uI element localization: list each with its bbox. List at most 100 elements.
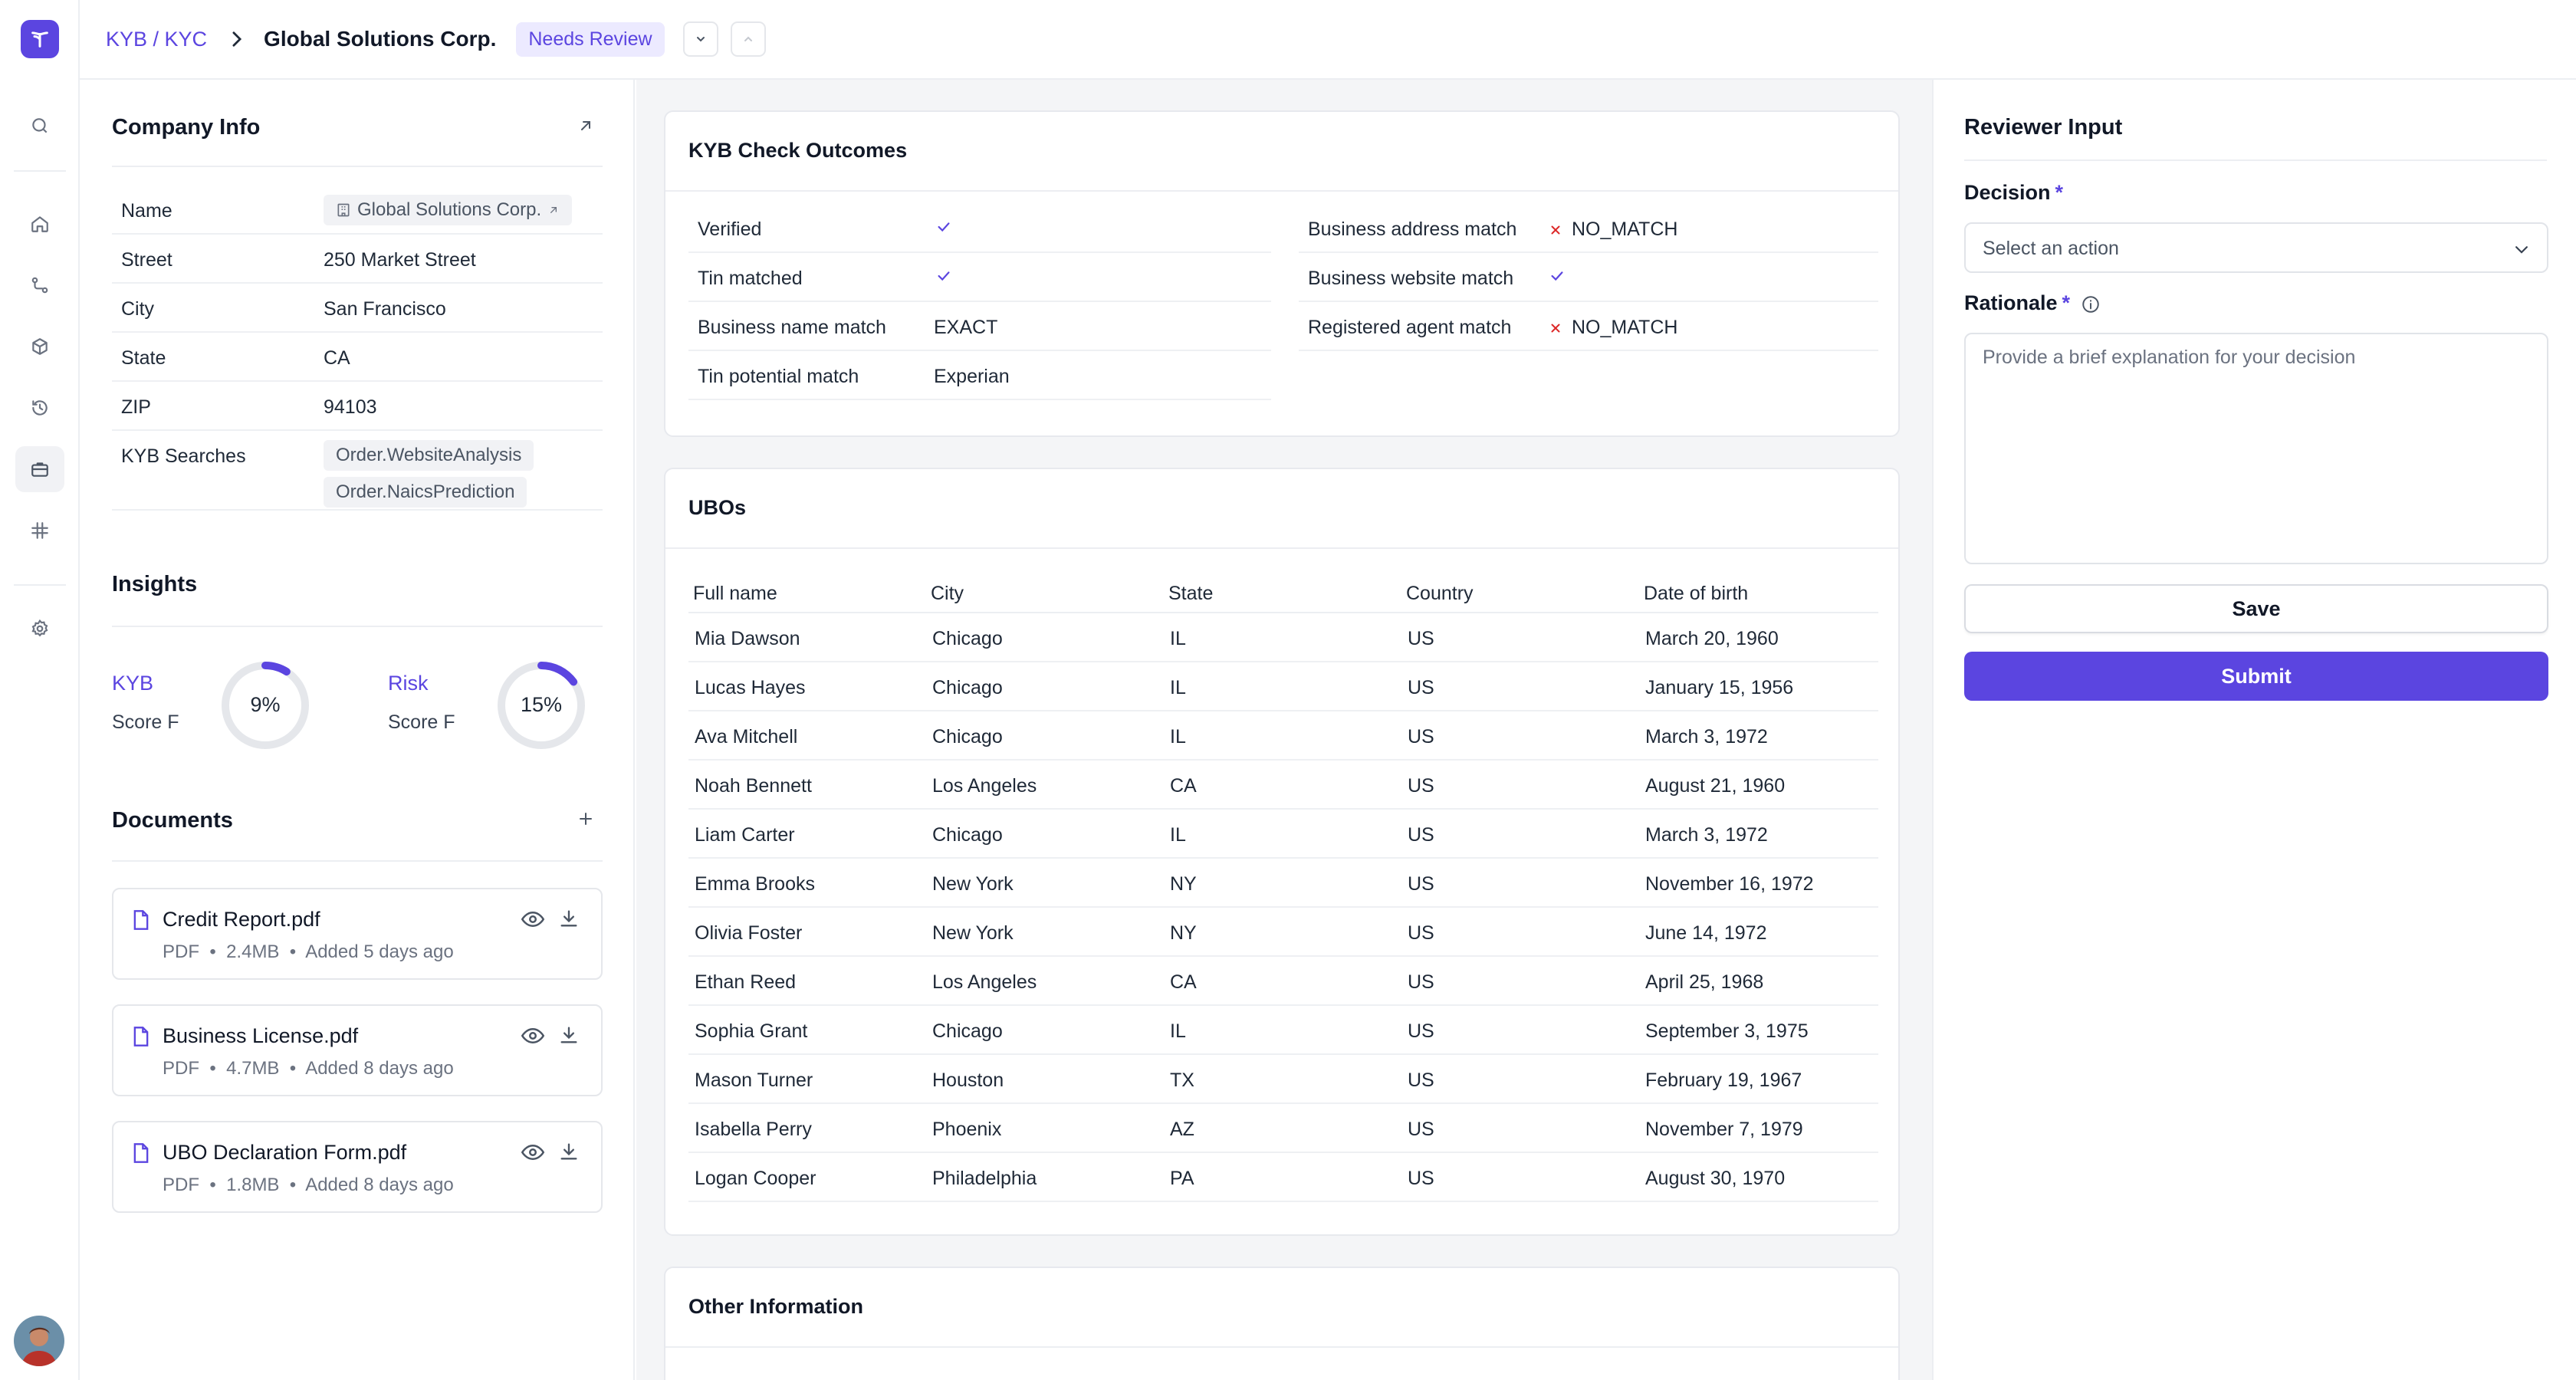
previous-case-button[interactable] [730,21,766,57]
table-cell: March 3, 1972 [1645,726,1768,748]
table-cell: Isabella Perry [695,1119,812,1140]
cross-icon [1551,324,1560,332]
rationale-textarea[interactable]: Provide a brief explanation for your dec… [1964,333,2548,564]
divider [1964,159,2547,161]
file-icon [133,910,149,930]
kyb-row: Registered agent match NO_MATCH [1299,302,1878,351]
kyb-label: Verified [698,219,762,240]
document-card[interactable]: Business License.pdf PDF • 4.7MB • Added… [112,1004,603,1096]
table-row[interactable]: Logan Cooper Philadelphia PA US August 30, 1… [688,1153,1878,1202]
search-icon [32,118,48,133]
table-cell: January 15, 1956 [1645,677,1794,698]
card-title: Other Information [688,1295,863,1318]
kyb-row: Tin potential match Experian [688,351,1271,400]
download-icon[interactable] [558,1141,580,1162]
nav-search[interactable] [15,103,64,149]
breadcrumb-link[interactable]: KYB / KYC [106,27,208,51]
nav-products[interactable] [15,324,64,370]
main-content: KYB Check Outcomes Verified Tin matched … [636,80,1932,1380]
download-icon[interactable] [558,908,580,929]
submit-button[interactable]: Submit [1964,652,2548,701]
table-cell: US [1408,1168,1434,1189]
table-cell: Chicago [932,824,1003,846]
decision-select[interactable]: Select an action [1964,222,2548,273]
nav-history[interactable] [15,385,64,431]
plus-icon [580,813,592,825]
risk-insight-label[interactable]: Risk [388,672,429,695]
kyb-label: Tin matched [698,268,803,289]
card-title: UBOs [688,496,747,519]
table-row[interactable]: Ava Mitchell Chicago IL US March 3, 1972 [688,711,1878,761]
info-value: 250 Market Street [324,249,476,271]
column-header: City [931,583,964,604]
table-row[interactable]: Noah Bennett Los Angeles CA US August 21, 19… [688,761,1878,810]
nav-workflows[interactable] [15,262,64,308]
table-row[interactable]: Sophia Grant Chicago IL US September 3, 1975 [688,1006,1878,1055]
table-row[interactable]: Mason Turner Houston TX US February 19, 1967 [688,1055,1878,1104]
table-header: Full name City State Country Date of bir… [688,577,1878,613]
user-avatar[interactable] [14,1316,64,1366]
table-cell: Phoenix [932,1119,1002,1140]
external-link-button[interactable] [577,117,595,135]
info-label: Street [121,249,172,271]
card-title: KYB Check Outcomes [688,139,908,162]
table-row[interactable]: Emma Brooks New York NY US November 16, 1972 [688,859,1878,908]
table-cell: Olivia Foster [695,922,803,944]
eye-icon[interactable] [521,1142,544,1162]
table-row[interactable]: Liam Carter Chicago IL US March 3, 1972 [688,810,1878,859]
document-card[interactable]: Credit Report.pdf PDF • 2.4MB • Added 5 … [112,888,603,980]
nav-cases[interactable] [15,446,64,492]
file-icon [133,1027,149,1046]
briefcase-icon [31,462,48,477]
info-icon[interactable] [2081,294,2101,314]
arrow-up-right-icon [550,207,557,213]
building-icon [337,203,350,217]
kyb-insight-label[interactable]: KYB [112,672,154,695]
table-cell: Logan Cooper [695,1168,816,1189]
nav-settings[interactable] [15,606,64,652]
kyb-search-chip[interactable]: Order.NaicsPrediction [324,477,527,508]
document-meta: PDF • 2.4MB • Added 5 days ago [163,941,454,962]
table-cell: CA [1170,775,1197,797]
document-name: UBO Declaration Form.pdf [163,1141,407,1164]
nav-home[interactable] [15,201,64,247]
kyb-search-chip[interactable]: Order.WebsiteAnalysis [324,440,534,471]
avatar-image [14,1316,64,1366]
info-label: KYB Searches [121,445,246,467]
table-row[interactable]: Olivia Foster New York NY US June 14, 1972 [688,908,1878,957]
decision-label: Decision * [1964,181,2064,204]
save-button[interactable]: Save [1964,584,2548,633]
company-name-chip[interactable]: Global Solutions Corp. [324,195,573,225]
table-cell: NY [1170,922,1197,944]
table-cell: Mason Turner [695,1070,813,1091]
download-icon[interactable] [558,1024,580,1046]
table-cell: US [1408,1070,1434,1091]
reviewer-title: Reviewer Input [1964,115,2123,140]
kyb-label: Tin potential match [698,366,859,387]
eye-icon[interactable] [521,1026,544,1046]
table-row[interactable]: Mia Dawson Chicago IL US March 20, 1960 [688,613,1878,662]
table-cell: New York [932,922,1014,944]
table-cell: New York [932,873,1014,895]
table-row[interactable]: Ethan Reed Los Angeles CA US April 25, 1968 [688,957,1878,1006]
table-row[interactable]: Isabella Perry Phoenix AZ US November 7, 197… [688,1104,1878,1153]
table-cell: March 3, 1972 [1645,824,1768,846]
risk-score-label: Score F [388,711,455,733]
nav-integrations[interactable] [15,508,64,554]
kyb-value: Experian [934,366,1010,387]
eye-icon[interactable] [521,909,544,929]
table-cell: November 16, 1972 [1645,873,1814,895]
column-header: State [1168,583,1214,604]
add-document-button[interactable] [577,810,595,828]
table-cell: Noah Bennett [695,775,812,797]
app-logo[interactable] [21,20,59,58]
rationale-label: Rationale * [1964,291,2071,314]
document-card[interactable]: UBO Declaration Form.pdf PDF • 1.8MB • A… [112,1121,603,1213]
other-info-card: Other Information [664,1267,1900,1380]
kyb-row: Business address match NO_MATCH [1299,204,1878,253]
table-row[interactable]: Lucas Hayes Chicago IL US January 15, 1956 [688,662,1878,711]
company-name-value: Global Solutions Corp. [357,199,542,220]
page-title: Global Solutions Corp. [264,27,497,51]
table-cell: February 19, 1967 [1645,1070,1802,1091]
next-case-button[interactable] [682,21,718,57]
